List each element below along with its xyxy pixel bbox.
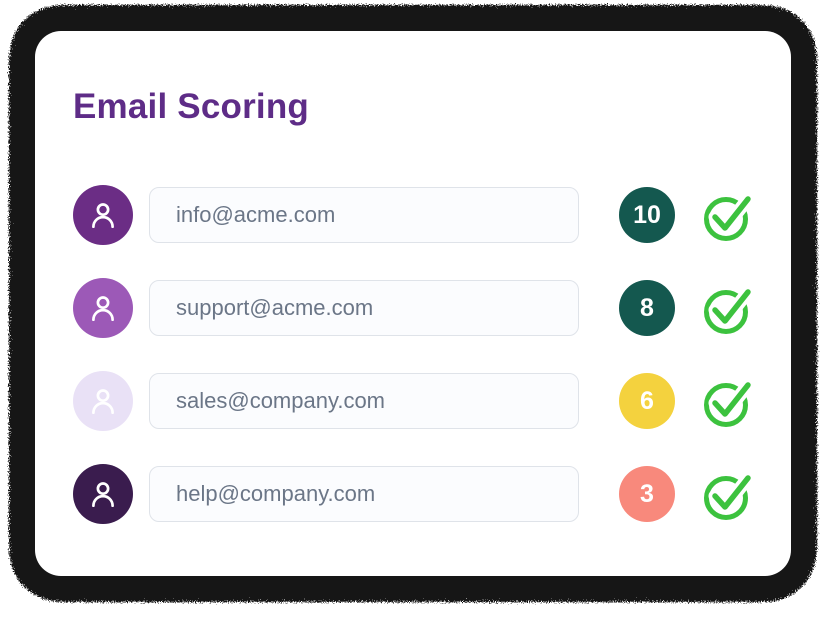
email-input[interactable] [149,280,579,336]
user-avatar [73,371,133,431]
person-icon [92,389,114,415]
email-scoring-card: Email Scoring 10 [35,31,791,576]
email-scoring-panel: Email Scoring 10 [19,15,807,592]
score-badge: 3 [619,466,675,522]
page-title: Email Scoring [73,87,309,126]
check-circle-icon [701,373,757,429]
user-avatar [73,464,133,524]
email-input[interactable] [149,466,579,522]
check-circle-icon [701,187,757,243]
check-circle-icon [701,280,757,336]
score-badge: 10 [619,187,675,243]
email-input[interactable] [149,187,579,243]
email-row: 8 [73,278,791,338]
score-badge: 6 [619,373,675,429]
email-input[interactable] [149,373,579,429]
person-icon [92,482,114,508]
check-circle-icon [701,466,757,522]
person-icon [92,296,114,322]
user-avatar [73,278,133,338]
email-row-list: 10 8 [73,185,791,524]
email-row: 6 [73,371,791,431]
person-icon [92,203,114,229]
email-row: 3 [73,464,791,524]
score-badge: 8 [619,280,675,336]
user-avatar [73,185,133,245]
email-row: 10 [73,185,791,245]
